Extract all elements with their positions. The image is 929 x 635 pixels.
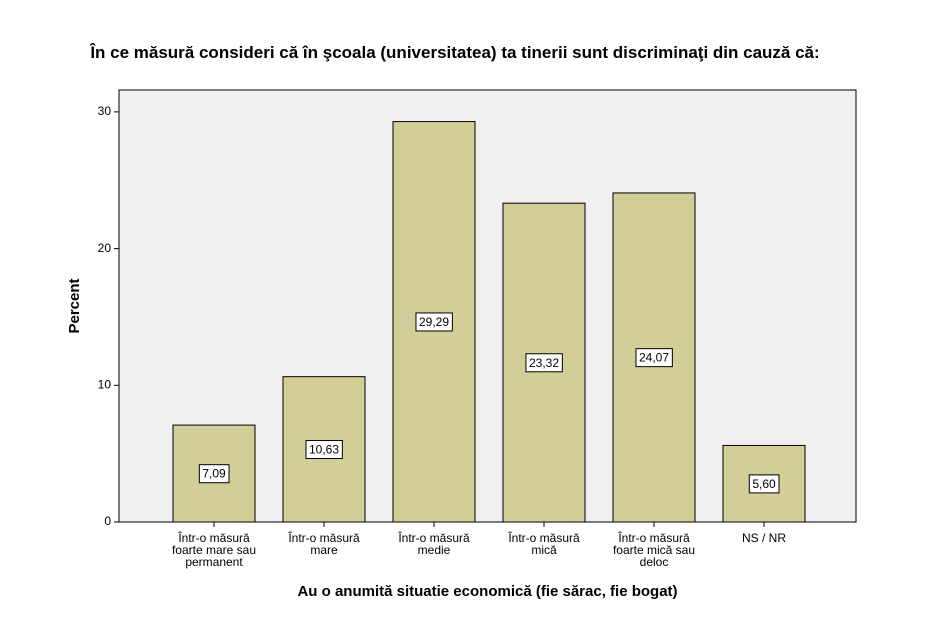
x-tick-label: Într-o măsură mare	[288, 531, 360, 557]
x-tick-label: Într-o măsură medie	[398, 531, 470, 557]
value-label: 10,63	[309, 443, 339, 457]
y-tick-label: 30	[98, 104, 112, 118]
value-label-box	[198, 464, 230, 484]
x-tick-label: Într-o măsură foarte mică sau deloc	[612, 531, 696, 569]
value-label: 23,32	[529, 356, 559, 370]
value-label-box	[748, 474, 780, 494]
chart-title: În ce măsură consideri că în şcoala (uni…	[90, 43, 820, 62]
value-label: 7,09	[202, 467, 226, 481]
x-tick-label: NS / NR	[741, 531, 786, 545]
bar	[282, 376, 366, 523]
y-axis-label: Percent	[66, 278, 83, 333]
x-tick-label: Într-o măsură foarte mare sau permanent	[171, 531, 257, 569]
y-tick-label: 20	[98, 241, 112, 255]
value-label-box	[305, 440, 343, 460]
bar	[612, 192, 696, 523]
value-label-box	[525, 353, 563, 373]
value-label: 5,60	[752, 477, 776, 491]
value-label: 24,07	[639, 351, 669, 365]
value-label-box	[635, 348, 673, 368]
x-tick-label: Într-o măsură mică	[508, 531, 580, 557]
y-tick-label: 0	[104, 514, 111, 528]
y-tick-label: 10	[98, 377, 112, 391]
value-label-box	[415, 312, 453, 332]
value-label: 29,29	[419, 315, 449, 329]
x-axis-label: Au o anumită situatie economică (fie săr…	[297, 583, 678, 600]
